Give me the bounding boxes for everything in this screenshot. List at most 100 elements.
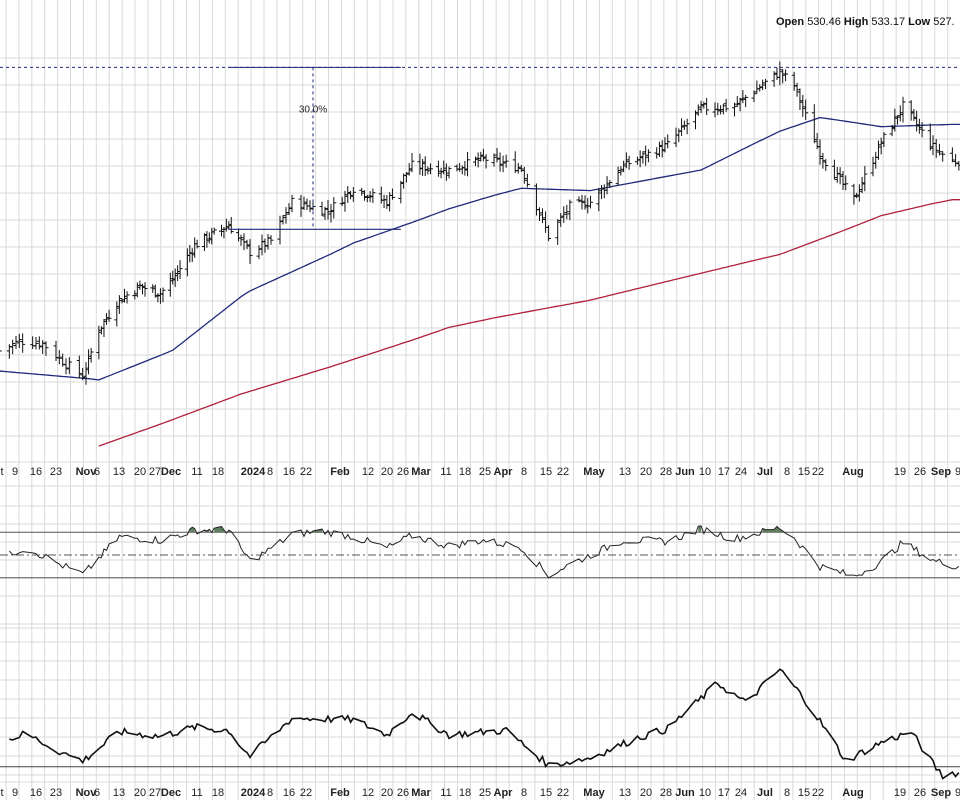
- price-bar: [96, 325, 102, 360]
- x-tick-label: May: [583, 466, 605, 478]
- x-tick-label: Mar: [411, 787, 431, 799]
- x-tick-label: 8: [784, 466, 790, 478]
- price-bar: [370, 188, 376, 203]
- price-bar: [851, 183, 857, 205]
- x-tick-label: Nov: [76, 787, 98, 799]
- price-bar: [862, 165, 868, 192]
- price-bar: [244, 239, 250, 250]
- price-bar: [908, 100, 914, 121]
- price-bar: [228, 216, 234, 234]
- price-bar: [446, 166, 452, 179]
- x-tick-label: 18: [212, 466, 224, 478]
- x-tick-label: 8: [267, 466, 273, 478]
- price-bar: [615, 166, 621, 186]
- price-bar: [665, 134, 671, 149]
- x-tick-label: 26: [397, 787, 409, 799]
- price-bar: [268, 235, 274, 245]
- price-bar: [194, 239, 200, 249]
- x-tick-label: t: [0, 787, 3, 799]
- price-bar: [298, 194, 304, 217]
- price-bar: [881, 132, 887, 148]
- price-bar: [933, 138, 939, 158]
- price-bar: [30, 336, 36, 349]
- x-tick-label: Aug: [842, 466, 863, 478]
- open-label: Open: [776, 16, 804, 28]
- price-bar: [325, 200, 331, 220]
- price-bar: [834, 166, 840, 183]
- price-bar: [856, 184, 862, 202]
- price-bar: [673, 127, 679, 147]
- price-bar: [837, 167, 843, 185]
- price-bar: [364, 194, 370, 203]
- overbought-fill: [762, 526, 783, 533]
- price-bar: [345, 185, 351, 203]
- x-tick-label: 8: [521, 787, 527, 799]
- price-bar: [659, 140, 665, 158]
- price-bar: [304, 198, 310, 211]
- price-bar: [389, 188, 395, 200]
- price-bar: [803, 99, 809, 120]
- price-bar: [116, 295, 122, 314]
- x-tick-label: 16: [30, 787, 42, 799]
- price-bar: [679, 118, 685, 137]
- price-bar: [0, 350, 2, 352]
- ohlc-readout: Open 530.46 High 533.17 Low 527.: [776, 16, 955, 28]
- x-tick-label: 26: [914, 787, 926, 799]
- x-tick-label: 16: [283, 466, 295, 478]
- price-bar: [359, 187, 365, 196]
- price-bar: [289, 194, 295, 213]
- price-bar: [940, 151, 946, 162]
- price-bar: [757, 84, 763, 92]
- price-bar: [567, 199, 573, 221]
- x-tick-label: 11: [191, 787, 202, 799]
- x-tick-label: Mar: [411, 466, 431, 478]
- price-bar: [441, 160, 447, 175]
- price-bar: [206, 232, 212, 244]
- x-tick-label: 20: [134, 787, 146, 799]
- price-bar: [307, 200, 313, 213]
- price-bar: [280, 215, 286, 225]
- x-tick-label: 12: [362, 466, 374, 478]
- price-bar: [599, 185, 605, 200]
- price-bar: [152, 284, 158, 298]
- price-bar: [56, 350, 62, 365]
- price-bar: [494, 148, 500, 163]
- price-bar: [777, 61, 783, 86]
- x-tick-label: Sep: [931, 466, 951, 478]
- ma200-line-group: [98, 199, 960, 447]
- price-bar: [428, 163, 434, 175]
- price-bar: [623, 152, 629, 169]
- x-tick-label: 13: [113, 787, 125, 799]
- price-bar: [184, 248, 190, 277]
- x-tick-label: 22: [812, 466, 824, 478]
- price-bar: [417, 153, 423, 175]
- axis-labels: tt9916162323NovNov66131320202727DecDec11…: [0, 466, 960, 799]
- price-bar: [681, 120, 687, 130]
- price-bar: [596, 187, 602, 212]
- price-bar: [797, 88, 803, 110]
- price-bar: [322, 206, 328, 220]
- x-tick-label: 23: [50, 466, 62, 478]
- price-bar: [695, 104, 701, 116]
- x-tick-label: 8: [521, 466, 527, 478]
- x-tick-label: 24: [735, 787, 747, 799]
- x-tick-label: Feb: [330, 466, 350, 478]
- price-bar: [387, 192, 393, 212]
- price-bar: [740, 90, 746, 104]
- x-tick-label: 26: [397, 466, 409, 478]
- price-bar: [953, 153, 959, 167]
- x-tick-label: 15: [798, 466, 810, 478]
- price-bar: [604, 176, 610, 195]
- price-bar: [378, 186, 384, 204]
- price-bar: [546, 225, 552, 242]
- price-bar: [621, 160, 627, 173]
- x-tick-label: 13: [619, 466, 631, 478]
- price-bar: [751, 90, 757, 103]
- price-bar: [645, 149, 651, 163]
- x-tick-label: 10: [699, 787, 711, 799]
- price-bar: [854, 192, 860, 199]
- price-bar: [914, 110, 920, 132]
- price-bar: [114, 301, 120, 327]
- price-bar: [794, 82, 800, 97]
